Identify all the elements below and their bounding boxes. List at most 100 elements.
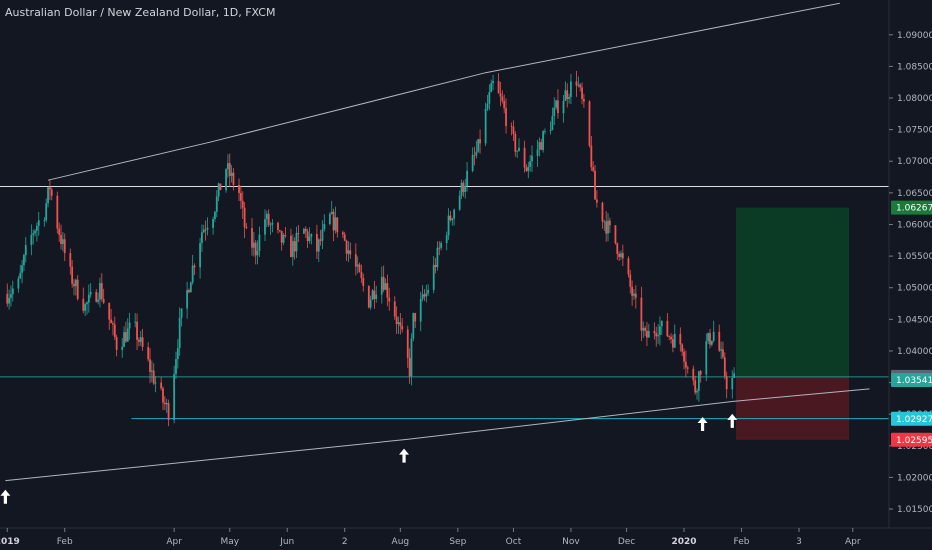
time-tick-label: 2020	[672, 537, 697, 547]
candle-body	[425, 293, 428, 297]
candle-body	[579, 84, 582, 88]
candle-body	[306, 231, 309, 241]
candle-body	[382, 276, 385, 290]
candle-body	[423, 294, 426, 297]
time-tick-label: Dec	[618, 537, 635, 547]
candle-body	[373, 290, 376, 299]
time-tick-label: Jun	[279, 537, 294, 547]
candle-body	[699, 371, 702, 375]
price-tag	[891, 372, 932, 387]
candle-body	[696, 390, 698, 393]
candle-body	[149, 359, 151, 372]
chart-title: Australian Dollar / New Zealand Dollar, …	[5, 6, 276, 19]
candle-body	[484, 108, 487, 144]
candle-body	[175, 359, 177, 374]
candle-body	[510, 126, 513, 127]
time-axis[interactable]: 2019 Feb Apr May Jun 2 Aug Sep Oct Nov Dec 2020 Feb 3…	[0, 528, 861, 547]
position-zones	[735, 207, 850, 440]
candle-body	[683, 351, 685, 362]
candle-body	[692, 368, 695, 381]
candle-body	[594, 170, 596, 200]
candle-body	[291, 241, 294, 258]
candle-body	[243, 207, 246, 228]
candle-body	[666, 320, 669, 337]
candle-body	[112, 323, 114, 325]
candle-body	[180, 308, 183, 318]
price-tick-label: 1.06000	[897, 220, 932, 230]
candle-body	[100, 283, 103, 300]
price-tick-label: 1.05500	[897, 252, 932, 262]
candle-body	[284, 234, 287, 236]
price-tag-label: 1.06267	[896, 204, 932, 214]
candle-body	[432, 264, 435, 290]
candle-body	[595, 199, 598, 203]
candle-body	[497, 80, 500, 94]
candle-body	[251, 228, 253, 248]
candle-body	[152, 370, 155, 384]
candle-body	[147, 347, 150, 360]
candle-body	[592, 167, 595, 171]
time-tick-label: Feb	[57, 537, 73, 547]
candle-body	[269, 224, 272, 226]
candle-body	[334, 217, 337, 231]
candle-body	[6, 294, 9, 304]
candle-body	[97, 299, 100, 302]
candle-body	[369, 299, 372, 308]
candle-body	[227, 163, 229, 170]
candle-body	[137, 339, 140, 342]
candle-body	[258, 234, 261, 251]
candle-body	[17, 278, 20, 289]
candle-body	[136, 321, 138, 340]
price-tick-label: 1.05000	[897, 284, 932, 294]
candle-body	[697, 371, 700, 391]
candle-body	[512, 126, 515, 134]
candle-body	[56, 195, 59, 229]
candle-body	[280, 230, 283, 243]
candle-body	[134, 321, 137, 323]
up-arrow-icon	[697, 417, 708, 432]
candle-body	[722, 349, 724, 358]
price-tag-label: 1.02927	[896, 415, 932, 425]
candle-body	[347, 250, 350, 254]
candle-body	[486, 103, 489, 109]
price-tick-label: 1.02000	[897, 473, 932, 483]
candle-body	[601, 202, 604, 222]
price-tag	[891, 200, 932, 215]
candle-body	[608, 220, 611, 226]
candle-body	[358, 264, 361, 273]
candle-body	[34, 230, 36, 234]
candle-body	[505, 108, 507, 127]
candle-body	[186, 290, 189, 309]
candle-body	[214, 211, 216, 219]
candle-body	[449, 215, 452, 221]
candle-body	[45, 203, 48, 221]
time-tick-label: Sep	[449, 537, 466, 547]
candle-body	[479, 139, 481, 144]
time-tick-label: Oct	[506, 537, 522, 547]
candle-body	[562, 100, 565, 114]
candle-body	[397, 322, 400, 325]
price-tag-label: 1.03541	[896, 376, 932, 386]
candle-body	[503, 100, 506, 109]
candle-body	[518, 147, 520, 151]
time-tick-label: Apr	[845, 537, 861, 547]
candle-body	[514, 133, 517, 152]
candle-body	[406, 329, 409, 358]
time-tick-label: Feb	[734, 537, 750, 547]
up-arrow-icon	[727, 413, 738, 428]
time-tick-label: 2019	[0, 537, 20, 547]
time-tick-label: Aug	[392, 537, 410, 547]
candle-body	[108, 302, 111, 320]
time-tick-label: Nov	[562, 537, 580, 547]
candle-body	[343, 234, 346, 241]
candle-body	[399, 322, 402, 326]
lower-channel	[5, 388, 870, 482]
candle-body	[163, 402, 166, 405]
candle-body	[492, 80, 494, 84]
candle-body	[516, 150, 519, 152]
candle-body	[544, 130, 546, 132]
candle-body	[319, 239, 322, 241]
candle-body	[87, 294, 90, 303]
